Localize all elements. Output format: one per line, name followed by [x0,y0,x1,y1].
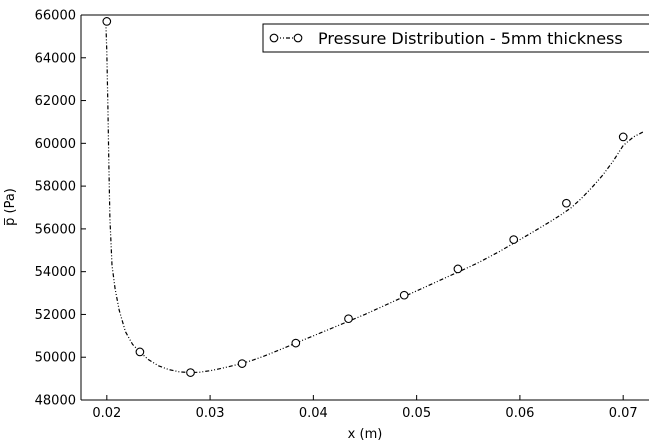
y-tick-label: 66000 [35,9,76,24]
data-point [344,314,353,324]
y-tick-label: 64000 [35,51,76,66]
data-point [618,132,628,142]
x-tick-label: 0.07 [609,406,638,421]
y-tick-label: 62000 [35,94,76,109]
x-tick-label: 0.04 [299,406,328,421]
data-point [562,198,571,208]
series-line-group [105,21,645,374]
data-point [509,235,519,244]
x-tick-label: 0.03 [196,406,225,421]
legend-label: Pressure Distribution - 5mm thickness [318,29,623,48]
y-ticks: 48000 50000 52000 54000 56000 58000 60000 62000… [35,9,86,409]
y-tick-label: 56000 [35,222,76,237]
data-point [186,368,195,377]
y-tick-label: 54000 [35,265,76,280]
x-tick-label: 0.02 [92,406,121,421]
data-point [399,290,409,300]
x-tick-label: 0.05 [402,406,431,421]
plot-frame [80,14,649,401]
data-point [453,264,463,274]
series-markers [102,17,628,377]
y-tick-label: 58000 [35,180,76,195]
y-axis-label: p̅ (Pa) [3,188,18,226]
y-tick-label: 52000 [35,308,76,323]
legend-marker-left [269,33,279,43]
series-line [105,21,645,374]
y-tick-label: 50000 [35,351,76,366]
x-ticks: 0.02 0.03 0.04 0.05 0.06 0.07 [92,395,638,421]
data-point [135,347,145,357]
data-point [237,359,247,368]
x-axis-label: x (m) [348,427,383,442]
data-point [102,17,112,26]
data-point [291,338,301,348]
legend-marker-right [293,33,303,43]
legend-box [262,23,649,53]
y-tick-label: 48000 [35,394,76,409]
legend: Pressure Distribution - 5mm thickness [262,23,649,53]
y-tick-label: 60000 [35,137,76,152]
x-tick-label: 0.06 [505,406,534,421]
